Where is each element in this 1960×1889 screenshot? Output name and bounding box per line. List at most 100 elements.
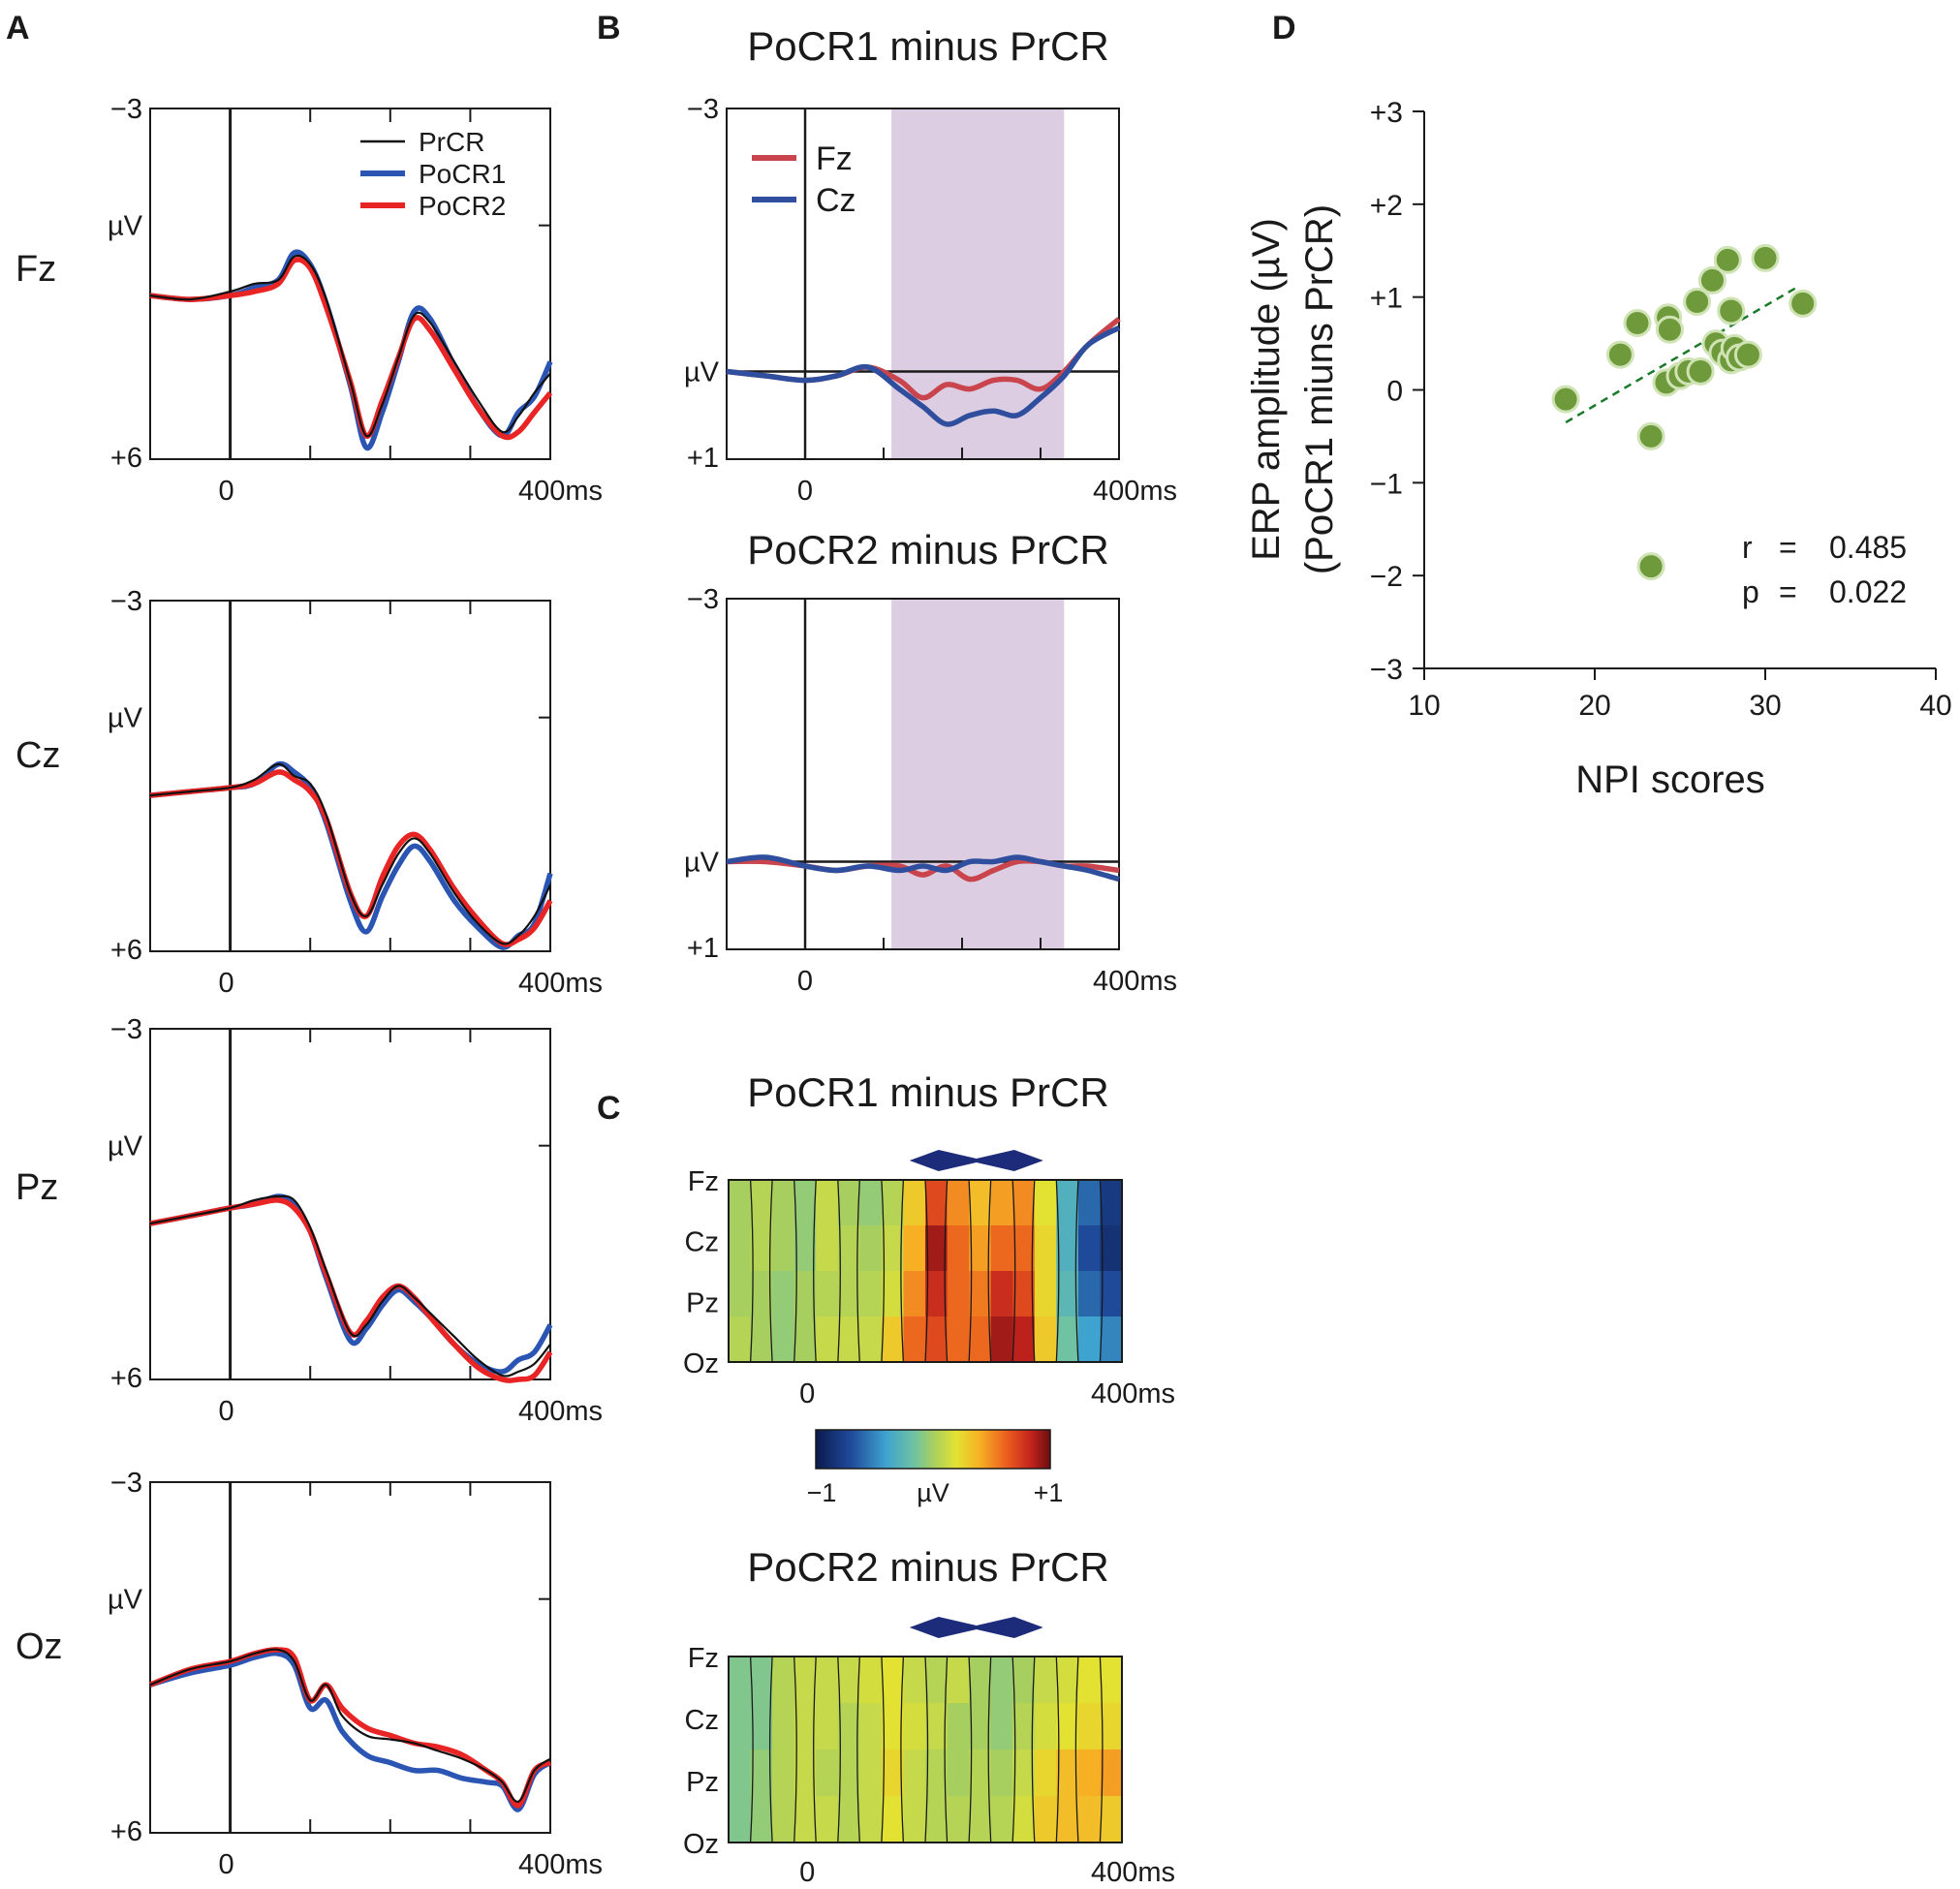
contour-line <box>881 1656 886 1843</box>
contour-line <box>1055 1179 1060 1363</box>
map-cell <box>903 1225 926 1272</box>
map-cell <box>750 1180 773 1226</box>
map-cell <box>1056 1796 1079 1843</box>
scatter-point <box>1636 421 1665 450</box>
map-frame <box>728 1656 1123 1843</box>
y-bottom-label: +6 <box>110 1363 142 1394</box>
y-unit-label: µV <box>108 1585 143 1616</box>
map-cell <box>1012 1703 1036 1750</box>
contour-line <box>924 1179 929 1363</box>
plot-title: PoCR1 minus PrCR <box>747 23 1108 69</box>
contour-line <box>968 1179 973 1363</box>
scatter-point <box>1605 340 1634 369</box>
time-window-arrow <box>909 1150 1043 1171</box>
scatter-point <box>1713 245 1742 274</box>
plot-frame <box>726 598 1120 950</box>
map-cell <box>1056 1750 1079 1797</box>
map-cell <box>990 1316 1013 1363</box>
plot-frame <box>149 108 551 460</box>
map-frame <box>728 1179 1123 1363</box>
y-unit-label: µV <box>108 703 143 734</box>
map-cell <box>793 1750 817 1797</box>
legend-label: PoCR1 <box>419 159 506 189</box>
map-title: PoCR2 minus PrCR <box>747 1544 1108 1590</box>
map-cell <box>903 1750 926 1797</box>
y-unit-label: µV <box>108 211 143 242</box>
map-cell <box>816 1271 839 1317</box>
x-zero-label: 0 <box>219 476 234 507</box>
contour-line <box>944 1179 949 1363</box>
series-cz <box>726 325 1121 427</box>
colorbar: −1 µV +1 <box>807 1429 1064 1507</box>
electrode-label: Cz <box>16 735 60 776</box>
x-zero-label: 0 <box>219 1396 234 1427</box>
map-cell <box>1100 1796 1123 1843</box>
map-cell <box>903 1703 926 1750</box>
map-cell <box>925 1750 949 1797</box>
colorbar-max-label: +1 <box>1034 1478 1064 1507</box>
map-cell <box>816 1657 839 1704</box>
x-zero-label: 0 <box>799 1378 815 1409</box>
map-cell <box>947 1796 970 1843</box>
map-cell <box>859 1657 883 1704</box>
panel-label-b: B <box>597 10 621 46</box>
x-end-label: 400ms <box>1091 1378 1175 1409</box>
map-cell <box>1012 1796 1036 1843</box>
map-cell <box>990 1271 1013 1317</box>
y-top-label: −3 <box>110 94 142 125</box>
x-zero-label: 0 <box>219 1849 234 1880</box>
map-cell <box>947 1225 970 1272</box>
contour-line <box>749 1179 754 1363</box>
contour-line <box>1031 1656 1036 1843</box>
scatter-point <box>1697 265 1727 294</box>
contour-line <box>1011 1179 1016 1363</box>
stat-p-label: p <box>1742 574 1759 609</box>
series-prcr <box>149 1194 551 1378</box>
analysis-window-shade <box>891 108 1065 459</box>
x-end-label: 400ms <box>1093 966 1177 997</box>
map-cell <box>1034 1180 1057 1226</box>
series-prcr <box>149 254 551 438</box>
map-cell <box>947 1180 970 1226</box>
plot-frame <box>149 600 551 952</box>
plot-frame <box>149 1481 551 1834</box>
map-cell <box>1034 1657 1057 1704</box>
erp-plot-oz: −3 +6 µV 0 400ms Oz <box>16 1468 603 1880</box>
electrode-label: Pz <box>16 1167 58 1208</box>
map-cell <box>881 1796 905 1843</box>
panel-d-scatter: −3 −2 −1 0 +1 +2 +3 10 20 30 40 NPI scores ERP ampli… <box>1245 97 1952 801</box>
contour-line <box>856 1179 860 1363</box>
map-cell <box>816 1316 839 1363</box>
y-tick-label: +2 <box>1370 190 1403 222</box>
x-end-label: 400ms <box>518 1849 603 1880</box>
stat-p-value: 0.022 <box>1829 574 1907 609</box>
map-cell <box>947 1657 970 1704</box>
contour-line <box>987 1656 992 1843</box>
map-cell <box>1056 1316 1079 1363</box>
topo-map-1: PoCR1 minus PrCR Fz Cz Pz Oz 0 400ms <box>683 1069 1175 1409</box>
map-cell <box>881 1703 905 1750</box>
stat-r-eq: = <box>1779 530 1797 565</box>
difference-plot-2: PoCR2 minus PrCR −3 +1 µV 0 400ms <box>684 527 1177 997</box>
scatter-point <box>1751 243 1780 272</box>
series-pocr1 <box>149 1193 553 1375</box>
map-cell <box>947 1271 970 1317</box>
map-cell <box>903 1180 926 1226</box>
map-cell <box>1012 1750 1036 1797</box>
x-zero-label: 0 <box>797 966 813 997</box>
map-cell <box>925 1180 949 1226</box>
stat-r-label: r <box>1742 530 1753 565</box>
map-cell <box>990 1180 1013 1226</box>
map-cell <box>881 1271 905 1317</box>
y-bottom-label: +1 <box>687 933 719 964</box>
contour-line <box>1031 1179 1036 1363</box>
map-cell <box>990 1703 1013 1750</box>
x-tick-label: 30 <box>1749 690 1781 722</box>
map-cell <box>772 1316 795 1363</box>
map-cell <box>1034 1271 1057 1317</box>
map-cell <box>969 1750 992 1797</box>
map-cell <box>816 1225 839 1272</box>
electrode-tick-label: Oz <box>683 1348 719 1379</box>
